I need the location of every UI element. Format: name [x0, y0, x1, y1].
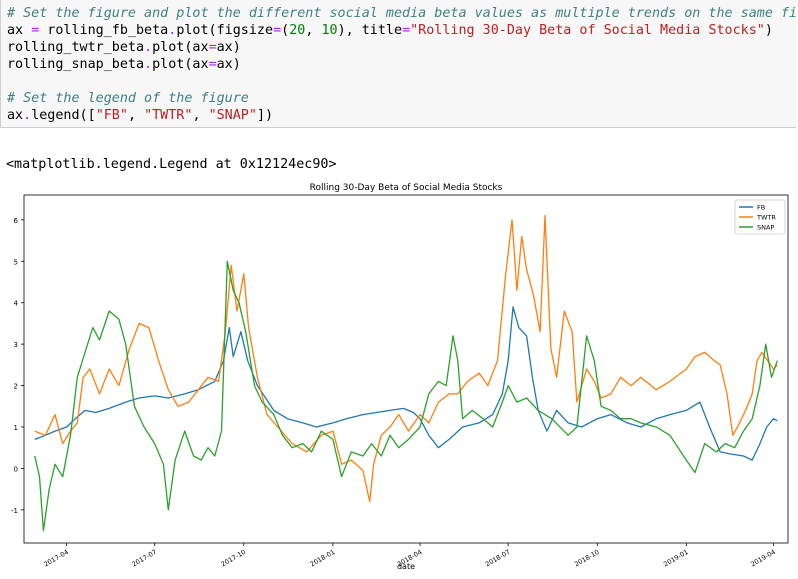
output-repr: <matplotlib.legend.Legend at 0x12124ec90… — [6, 157, 337, 172]
code-line-plot-fb: ax = rolling_fb_beta.plot(figsize=(20, 1… — [7, 23, 773, 38]
y-tick-label: 4 — [14, 300, 19, 308]
x-tick-label: 2017-07 — [131, 548, 159, 569]
series-line-fb — [34, 306, 778, 461]
y-tick-label: 6 — [14, 217, 19, 225]
x-tick-label: 2018-01 — [309, 548, 337, 569]
x-tick-label: 2017-04 — [42, 548, 70, 569]
legend-label: TWTR — [756, 214, 776, 222]
series-line-snap — [34, 260, 778, 532]
x-tick-label: 2018-07 — [484, 548, 512, 569]
x-tick-label: 2018-10 — [573, 548, 601, 569]
x-tick-label: 2017-10 — [220, 548, 248, 569]
legend-label: SNAP — [757, 224, 774, 232]
plot-area — [34, 215, 778, 532]
code-comment-legend: # Set the legend of the figure — [7, 91, 249, 106]
y-tick-label: 3 — [14, 341, 18, 349]
code-line-plot-twtr: rolling_twtr_beta.plot(ax=ax) — [7, 40, 241, 55]
legend-label: FB — [757, 204, 765, 212]
y-tick-label: 0 — [14, 465, 18, 473]
code-line-plot-snap: rolling_snap_beta.plot(ax=ax) — [7, 57, 241, 72]
code-cell[interactable]: # Set the figure and plot the different … — [0, 0, 796, 128]
legend-box — [734, 199, 786, 235]
plot-frame — [23, 194, 789, 544]
chart-output: Rolling 30-Day Beta of Social Media Stoc… — [0, 178, 798, 575]
y-tick-label: 1 — [14, 424, 18, 432]
chart-legend: FB TWTR SNAP — [734, 199, 786, 235]
code-line-legend: ax.legend(["FB", "TWTR", "SNAP"]) — [7, 108, 274, 123]
series-line-twtr — [34, 215, 778, 503]
y-tick-label: -1 — [11, 507, 18, 515]
y-tick-label: 5 — [14, 258, 18, 266]
code-comment-line: # Set the figure and plot the different … — [7, 6, 796, 21]
x-axis-label: date — [397, 562, 415, 571]
x-tick-label: 2019-04 — [749, 548, 777, 569]
chart-title: Rolling 30-Day Beta of Social Media Stoc… — [310, 183, 503, 193]
x-tick-label: 2019-01 — [662, 548, 690, 569]
y-tick-label: 2 — [14, 383, 18, 391]
line-chart: Rolling 30-Day Beta of Social Media Stoc… — [11, 183, 789, 571]
